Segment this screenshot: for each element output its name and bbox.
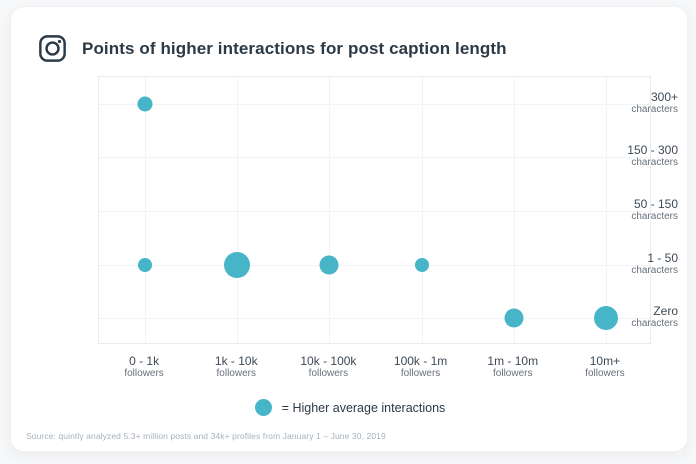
page-title: Points of higher interactions for post c… [82,38,507,58]
gridline-vertical [513,77,515,343]
bubble [224,251,251,278]
x-axis-label-main: 1k - 10k [214,354,258,368]
y-axis-label-sub: characters [631,103,678,115]
x-axis-label-main: 0 - 1k [129,354,160,368]
legend-bubble-icon [254,399,272,416]
x-axis-label-sub: followers [216,368,256,379]
source-note: Source: quintly analyzed 5.3+ million po… [26,431,386,441]
legend-label: = Higher average interactions [281,400,446,415]
gridline-vertical [237,77,239,343]
gridline-horizontal [99,264,650,266]
x-axis-label-main: 10k - 100k [300,354,357,368]
y-axis-label-main: 150 - 300 [627,143,678,158]
chart-card: Points of higher interactions for post c… [10,6,688,452]
x-axis-label: 10k - 100k followers [300,354,356,380]
bubble [504,308,524,328]
x-axis-label-sub: followers [308,368,349,379]
bubble [319,255,339,275]
gridline-horizontal [99,103,650,105]
gridline-vertical [421,77,423,343]
y-axis-label-sub: characters [631,157,678,169]
x-axis-label-main: 1m - 10m [487,354,539,368]
bubble [593,306,618,331]
y-axis-label-main: 300+ [650,89,678,104]
gridline-vertical [605,77,607,343]
x-axis-label: 1m - 10m followers [487,354,538,380]
x-axis-label-sub: followers [400,368,441,379]
x-axis-label: 100k - 1m followers [394,354,447,380]
gridline-horizontal [99,211,650,212]
plot-area [98,76,651,344]
gridline-horizontal [99,157,650,159]
x-axis-label-sub: followers [124,368,164,379]
instagram-icon [37,33,68,64]
gridline-vertical [329,77,331,343]
x-axis-label-sub: followers [585,368,625,379]
gridline-horizontal [99,318,650,320]
y-axis-label: 300+ characters [608,90,687,116]
x-axis-label: 1k - 10k followers [215,354,258,380]
x-axis-label: 0 - 1k followers [124,354,163,380]
chart-header: Points of higher interactions for post c… [37,33,507,64]
y-axis-label-main: 50 - 150 [633,197,678,211]
y-axis-label-sub: characters [631,264,678,276]
x-axis-label: 10m+ followers [585,354,624,380]
y-axis-label-sub: characters [631,211,678,222]
x-axis-label-sub: followers [493,368,533,379]
gridline-vertical [145,77,147,343]
y-axis-label: Zero characters [608,304,687,330]
bubble [137,96,153,112]
legend: = Higher average interactions [11,399,689,416]
y-axis-label-main: 1 - 50 [647,250,678,265]
bubble [414,257,429,272]
bubble [138,257,153,272]
x-axis-label-main: 100k - 1m [393,354,448,368]
x-axis-label-main: 10m+ [589,354,621,368]
y-axis-label-sub: characters [631,318,678,330]
y-axis-label: 1 - 50 characters [608,251,687,277]
y-axis-label: 50 - 150 characters [608,197,687,223]
y-axis-label: 150 - 300 characters [608,143,687,169]
y-axis-label-main: Zero [653,304,678,319]
